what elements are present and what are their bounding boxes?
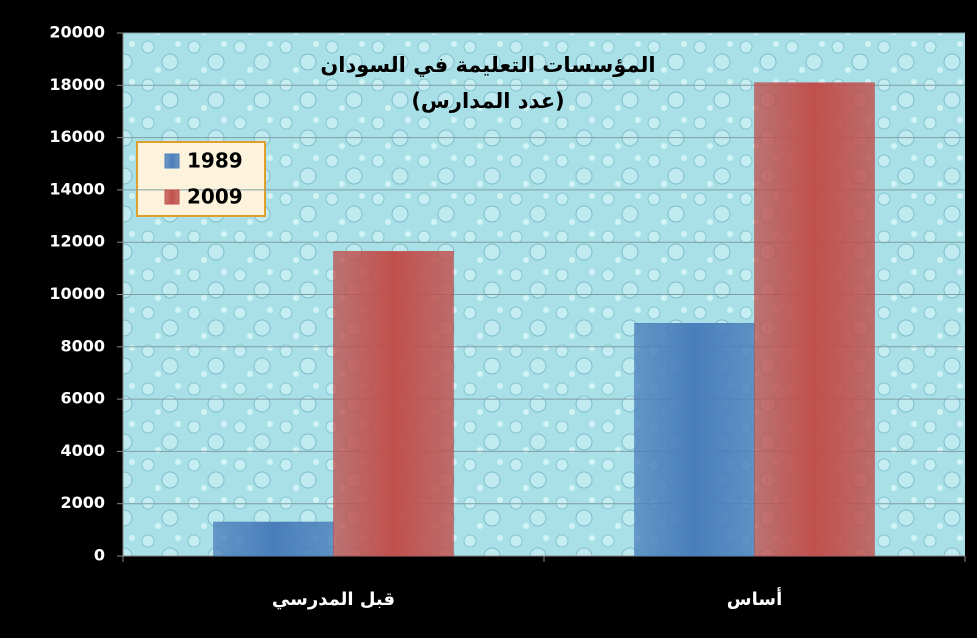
- y-tick-label: 16000: [49, 127, 105, 146]
- y-tick-label: 12000: [49, 232, 105, 251]
- chart-title: المؤسسات التعليمة في السودان: [320, 53, 655, 77]
- y-tick-label: 2000: [60, 493, 105, 512]
- y-tick-label: 20000: [49, 23, 105, 42]
- y-tick-label: 14000: [49, 179, 105, 198]
- x-tick-label: قبل المدرسي: [272, 589, 395, 610]
- legend-label: 2009: [187, 185, 243, 209]
- x-tick-label: أساس: [727, 587, 782, 610]
- legend: [136, 141, 266, 217]
- legend-label: 1989: [187, 149, 243, 173]
- chart-subtitle: (عدد المدارس): [411, 89, 564, 113]
- legend-swatch: [164, 153, 180, 169]
- y-tick-label: 4000: [60, 441, 105, 460]
- bar: [634, 323, 755, 557]
- y-tick-label: 10000: [49, 284, 105, 303]
- y-tick-label: 0: [94, 546, 105, 565]
- y-tick-label: 18000: [49, 75, 105, 94]
- legend-swatch: [164, 189, 180, 205]
- bar: [213, 521, 334, 557]
- y-tick-label: 8000: [60, 336, 105, 355]
- bar: [333, 251, 454, 557]
- bar: [754, 82, 875, 557]
- y-tick-label: 6000: [60, 389, 105, 408]
